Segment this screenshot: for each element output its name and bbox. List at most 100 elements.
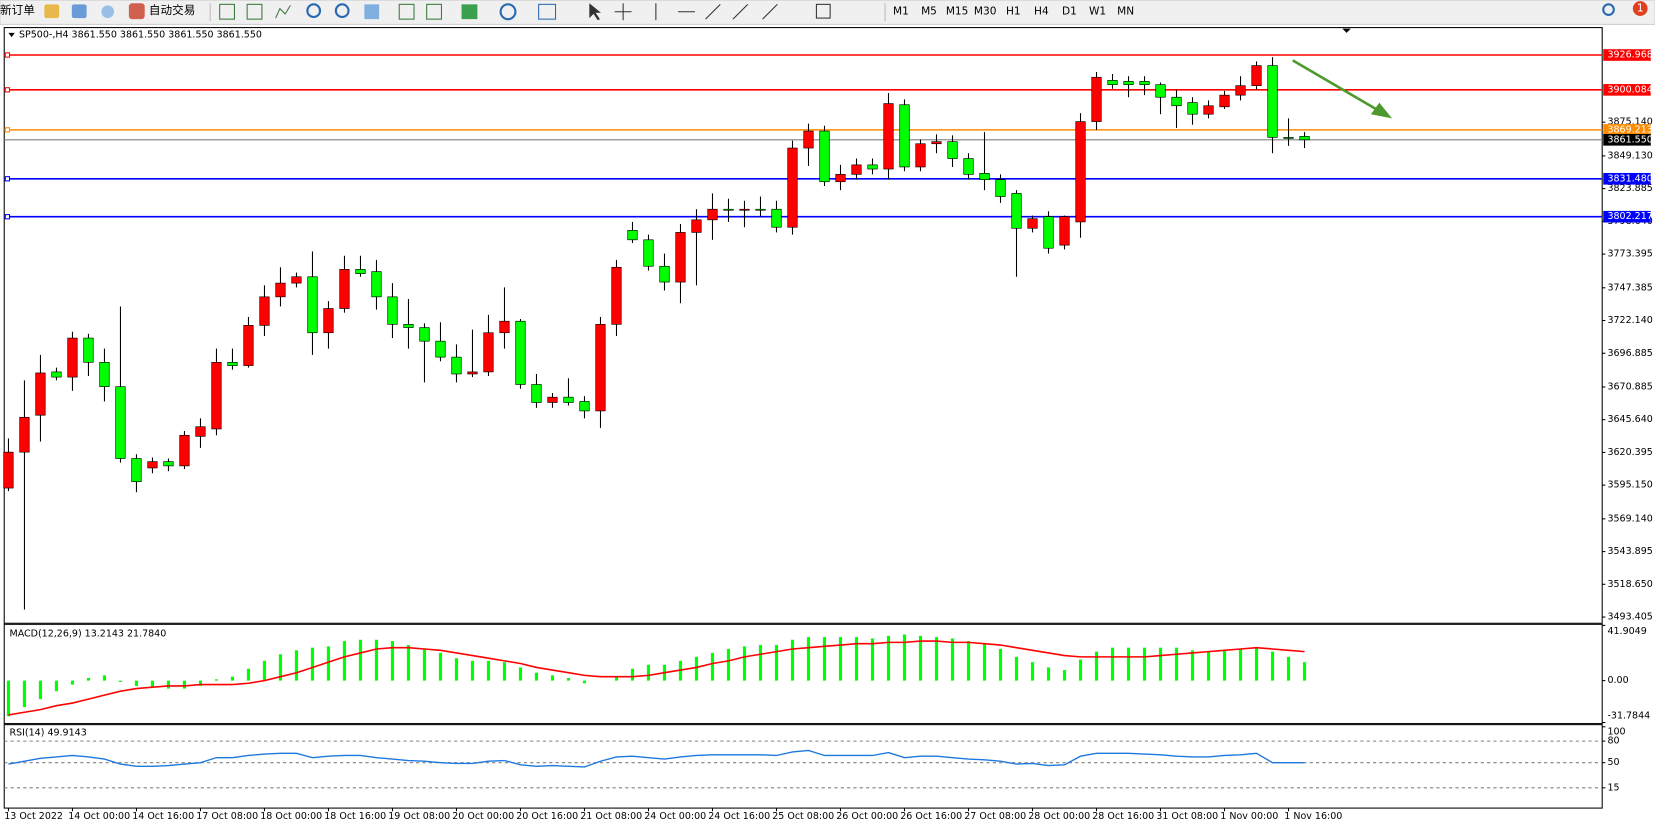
- candle-body: [243, 325, 254, 366]
- y-tick-label: 3569.140: [1607, 513, 1652, 524]
- macd-bar: [726, 648, 731, 681]
- timeframe-button[interactable]: M5: [921, 6, 937, 18]
- macd-bar: [1238, 648, 1243, 681]
- macd-bar: [374, 639, 379, 681]
- macd-bar: [342, 641, 347, 681]
- level-handle: [4, 127, 11, 133]
- y-tick-label: 3722.140: [1607, 315, 1652, 326]
- toolbar: 新订单 自动交易 1 M1 M5 M15 M30 H1 H4 D1 W1 MN: [0, 0, 1655, 25]
- icon[interactable]: [461, 4, 478, 20]
- x-tick-label: 24 Oct 00:00: [644, 811, 706, 822]
- macd-bar: [246, 668, 251, 681]
- candle-body: [275, 282, 286, 298]
- trendline-tool[interactable]: [705, 3, 721, 20]
- y-tick-label: 0.00: [1607, 675, 1628, 686]
- timeframe-button[interactable]: M30: [974, 6, 997, 18]
- y-tick-label: 15: [1607, 782, 1619, 793]
- timeframe-button[interactable]: H1: [1006, 6, 1021, 18]
- timeframe-button[interactable]: MN: [1117, 6, 1134, 18]
- icon[interactable]: [71, 4, 87, 19]
- y-tick-label: 3518.650: [1607, 579, 1652, 590]
- macd-bar: [1190, 650, 1195, 681]
- candle-body: [899, 104, 910, 168]
- icon[interactable]: [499, 3, 517, 21]
- auto-trading-icon[interactable]: [128, 3, 145, 20]
- zoom-out[interactable]: [334, 3, 350, 19]
- rsi-line: [8, 749, 1305, 768]
- y-tick-label: 3620.395: [1607, 447, 1652, 458]
- icon[interactable]: [219, 3, 235, 20]
- candle-body: [611, 266, 622, 325]
- y-tick-label: 3543.895: [1607, 546, 1652, 557]
- level-handle: [4, 176, 11, 182]
- icon[interactable]: [246, 3, 263, 20]
- macd-bar: [166, 680, 171, 689]
- macd-bar: [54, 680, 59, 692]
- timeframe-button[interactable]: M1: [893, 6, 909, 18]
- x-tick-label: 26 Oct 00:00: [836, 811, 898, 822]
- macd-bar: [630, 668, 635, 681]
- timeframe-button[interactable]: H4: [1034, 6, 1049, 18]
- y-tick-label: 41.9049: [1607, 626, 1646, 637]
- macd-bar: [262, 660, 267, 681]
- level-label-bg: [1603, 124, 1651, 136]
- candle-body: [995, 179, 1006, 197]
- level-label-bg: [1603, 210, 1651, 223]
- timeframe-button[interactable]: M15: [946, 6, 969, 18]
- y-tick-label: 3670.885: [1607, 381, 1652, 392]
- label-tool[interactable]: [815, 3, 831, 19]
- notification-count[interactable]: 1: [1637, 3, 1644, 15]
- candle-body: [1155, 84, 1166, 98]
- icon[interactable]: [426, 3, 443, 20]
- candle-body: [355, 269, 366, 274]
- icon[interactable]: [44, 4, 60, 19]
- notification-badge[interactable]: [1632, 1, 1648, 16]
- candle-body: [915, 143, 926, 168]
- icon[interactable]: [101, 5, 115, 19]
- candle-body: [1075, 121, 1086, 223]
- macd-bar: [806, 637, 811, 681]
- macd-bar: [758, 645, 763, 681]
- macd-bar: [1222, 650, 1227, 681]
- macd-bar: [118, 680, 123, 682]
- search[interactable]: [1602, 3, 1615, 16]
- candle-body: [499, 320, 510, 334]
- fibo-tool[interactable]: [762, 3, 778, 20]
- macd-bar: [1142, 647, 1147, 681]
- main-pane: [3, 27, 1603, 624]
- menu-arrow[interactable]: [8, 32, 15, 38]
- macd-bar: [1206, 651, 1211, 681]
- x-tick-label: 18 Oct 16:00: [324, 811, 386, 822]
- candle-body: [1267, 65, 1278, 138]
- icon[interactable]: [538, 3, 557, 20]
- icon[interactable]: [398, 3, 415, 20]
- y-tick-label: 50: [1607, 757, 1619, 768]
- auto-trading-button[interactable]: 自动交易: [149, 3, 195, 17]
- icon[interactable]: [364, 4, 380, 20]
- candle-body: [803, 130, 814, 149]
- cursor-tool[interactable]: [589, 3, 601, 21]
- channel-tool[interactable]: [732, 3, 749, 20]
- macd-bar: [310, 647, 315, 681]
- timeframe-button[interactable]: W1: [1089, 6, 1106, 18]
- candle-body: [1283, 137, 1294, 139]
- candle-body: [867, 164, 878, 170]
- y-tick-label: 3747.385: [1607, 282, 1652, 293]
- candle-body: [1251, 65, 1262, 86]
- zoom-in[interactable]: [306, 3, 322, 19]
- candle-body: [83, 337, 94, 363]
- candle-body: [1059, 216, 1070, 246]
- macd-bar: [886, 635, 891, 681]
- y-tick-label: 3595.150: [1607, 480, 1652, 491]
- rsi-pane: [3, 724, 1603, 809]
- level-label: 3869.213: [1607, 124, 1652, 135]
- timeframe-button[interactable]: D1: [1062, 6, 1077, 18]
- y-tick-label: -31.7844: [1607, 711, 1650, 722]
- new-order-button[interactable]: 新订单: [0, 3, 35, 17]
- icon[interactable]: [275, 5, 291, 19]
- y-tick-label: 3645.640: [1607, 414, 1652, 425]
- macd-bar: [710, 652, 715, 681]
- macd-bar: [694, 656, 699, 681]
- macd-bar: [1302, 662, 1307, 681]
